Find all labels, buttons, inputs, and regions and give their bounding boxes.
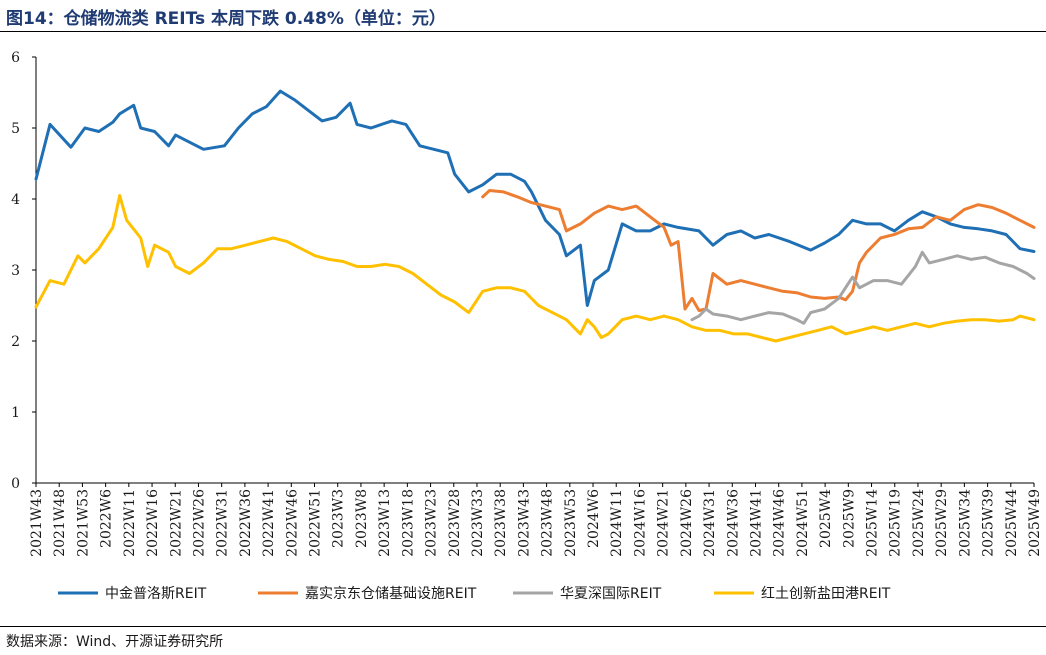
series-line-4: [34, 194, 1036, 343]
x-tick-label: 2023W18: [400, 489, 416, 557]
x-tick-label: 2024W51: [795, 489, 811, 557]
x-tick-label: 2025W24: [911, 489, 927, 557]
series-line-3: [690, 250, 1036, 325]
y-tick-label: 2: [11, 334, 20, 350]
x-tick-label: 2025W19: [888, 489, 904, 557]
x-tick-label: 2021W48: [52, 489, 68, 557]
x-tick-label: 2022W51: [308, 489, 324, 557]
x-tick-label: 2023W53: [563, 489, 579, 557]
x-tick-label: 2021W43: [29, 489, 45, 557]
legend-label-2: 嘉实京东仓储基础设施REIT: [305, 585, 477, 602]
y-tick-label: 3: [11, 263, 20, 279]
series-line-2: [481, 189, 1036, 312]
x-tick-label: 2021W53: [75, 489, 91, 557]
x-tick-label: 2024W11: [609, 489, 625, 557]
series-line-1: [34, 89, 1036, 307]
top-rule: [0, 31, 1046, 32]
y-tick-label: 5: [11, 121, 20, 137]
bottom-rule: [0, 626, 1046, 627]
x-tick-label: 2023W23: [424, 489, 440, 557]
y-tick-label: 6: [11, 50, 20, 66]
x-tick-label: 2025W49: [1027, 489, 1043, 557]
x-tick-label: 2023W3: [331, 489, 347, 548]
figure-title: 图14：仓储物流类 REITs 本周下跌 0.48%（单位：元）: [6, 9, 446, 29]
x-tick-label: 2025W29: [934, 489, 950, 557]
x-tick-label: 2024W16: [632, 489, 648, 557]
series-layer: [34, 89, 1036, 343]
legend-label-1: 中金普洛斯REIT: [105, 586, 207, 602]
x-tick-label: 2022W31: [215, 489, 231, 557]
x-tick-label: 2022W46: [284, 489, 300, 557]
x-tick-label: 2023W38: [493, 489, 509, 557]
y-tick-label: 1: [11, 405, 20, 421]
x-tick-label: 2025W34: [957, 489, 973, 557]
y-tick-label: 0: [11, 476, 20, 492]
x-tick-label: 2024W6: [586, 489, 602, 548]
x-tick-label: 2023W28: [447, 489, 463, 557]
x-tick-label: 2024W26: [679, 489, 695, 557]
x-tick-label: 2022W16: [145, 489, 161, 557]
x-tick-label: 2024W46: [772, 489, 788, 557]
x-tick-label: 2022W6: [99, 489, 115, 548]
legend: 中金普洛斯REIT 嘉实京东仓储基础设施REIT 华夏深国际REIT 红土创新盐田港R…: [58, 585, 891, 602]
y-tick-label: 4: [11, 192, 20, 208]
x-tick-label: 2023W43: [516, 489, 532, 557]
chart-axes: 0 1 2 3 4 5 6 2021W43 2021W48 2021W53 2022W6 2022W1…: [11, 50, 1043, 557]
x-tick-label: 2025W39: [981, 489, 997, 557]
x-tick-label: 2022W11: [122, 489, 138, 557]
legend-label-4: 红土创新盐田港REIT: [761, 586, 891, 602]
x-tick-label: 2022W36: [238, 489, 254, 557]
x-tick-label: 2024W21: [656, 489, 672, 557]
x-tick-label: 2025W4: [818, 489, 834, 548]
x-tick-label: 2023W8: [354, 489, 370, 548]
x-tick-label: 2023W48: [540, 489, 556, 557]
x-tick-label: 2023W33: [470, 489, 486, 557]
x-tick-label: 2022W21: [168, 489, 184, 557]
legend-label-3: 华夏深国际REIT: [560, 586, 662, 602]
source-note: 数据来源：Wind、开源证券研究所: [6, 634, 224, 650]
x-tick-label: 2025W9: [841, 489, 857, 548]
x-tick-label: 2025W14: [865, 489, 881, 557]
x-tick-label: 2024W36: [725, 489, 741, 557]
line-chart: 0 1 2 3 4 5 6 2021W43 2021W48 2021W53 2022W6 2022W1…: [11, 50, 1043, 602]
x-tick-label: 2022W26: [191, 489, 207, 557]
x-tick-label: 2022W41: [261, 489, 277, 557]
x-tick-label: 2023W13: [377, 489, 393, 557]
x-tick-label: 2025W44: [1004, 489, 1020, 557]
x-tick-label: 2024W41: [748, 489, 764, 557]
x-tick-label: 2024W31: [702, 489, 718, 557]
